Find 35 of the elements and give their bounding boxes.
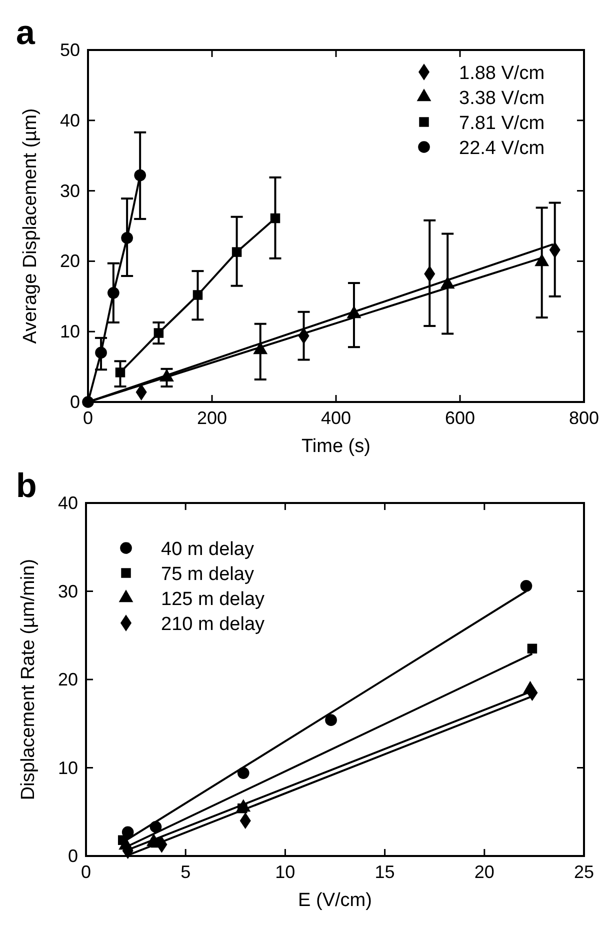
legend-label: 210 m delay [161,614,266,635]
legend-label: 125 m delay [161,589,266,610]
y-tick-label: 20 [58,670,78,690]
text: a [16,14,36,52]
y-tick-label: 30 [60,180,80,201]
x-axis-title: E (V/cm) [298,890,372,911]
x-tick-label: 600 [444,408,476,428]
x-tick-label: 20 [474,862,494,882]
y-axis-title: Displacement Rate (µm/min) [18,558,39,800]
legend-label: 22.4 V/cm [459,138,545,159]
text: b [16,467,37,505]
y-tick-label: 0 [70,392,80,412]
x-tick-label: 0 [82,408,94,428]
y-axis-title: Average Displacement (µm) [20,108,41,344]
y-tick-label: 20 [60,251,80,272]
y-tick-label: 40 [60,110,80,130]
x-tick-label: 200 [196,408,228,428]
x-axis-title: Time (s) [302,436,370,457]
y-tick-label: 0 [68,846,78,866]
y-tick-label: 40 [58,493,78,513]
legend-label: 40 m delay [161,539,254,560]
x-tick-label: 800 [568,408,600,428]
legend-label: 1.88 V/cm [459,63,545,84]
x-tick-label: 10 [275,862,296,882]
y-tick-label: 50 [60,40,80,60]
x-tick-label: 25 [574,862,594,882]
x-tick-label: 15 [374,862,395,882]
legend-label: 75 m delay [161,564,254,585]
y-tick-label: 10 [58,758,78,778]
x-tick-label: 5 [180,862,191,882]
x-tick-label: 400 [320,408,352,428]
legend-label: 3.38 V/cm [459,88,545,109]
y-tick-label: 10 [60,322,80,342]
y-tick-label: 30 [58,581,78,602]
legend-label: 7.81 V/cm [459,113,545,134]
